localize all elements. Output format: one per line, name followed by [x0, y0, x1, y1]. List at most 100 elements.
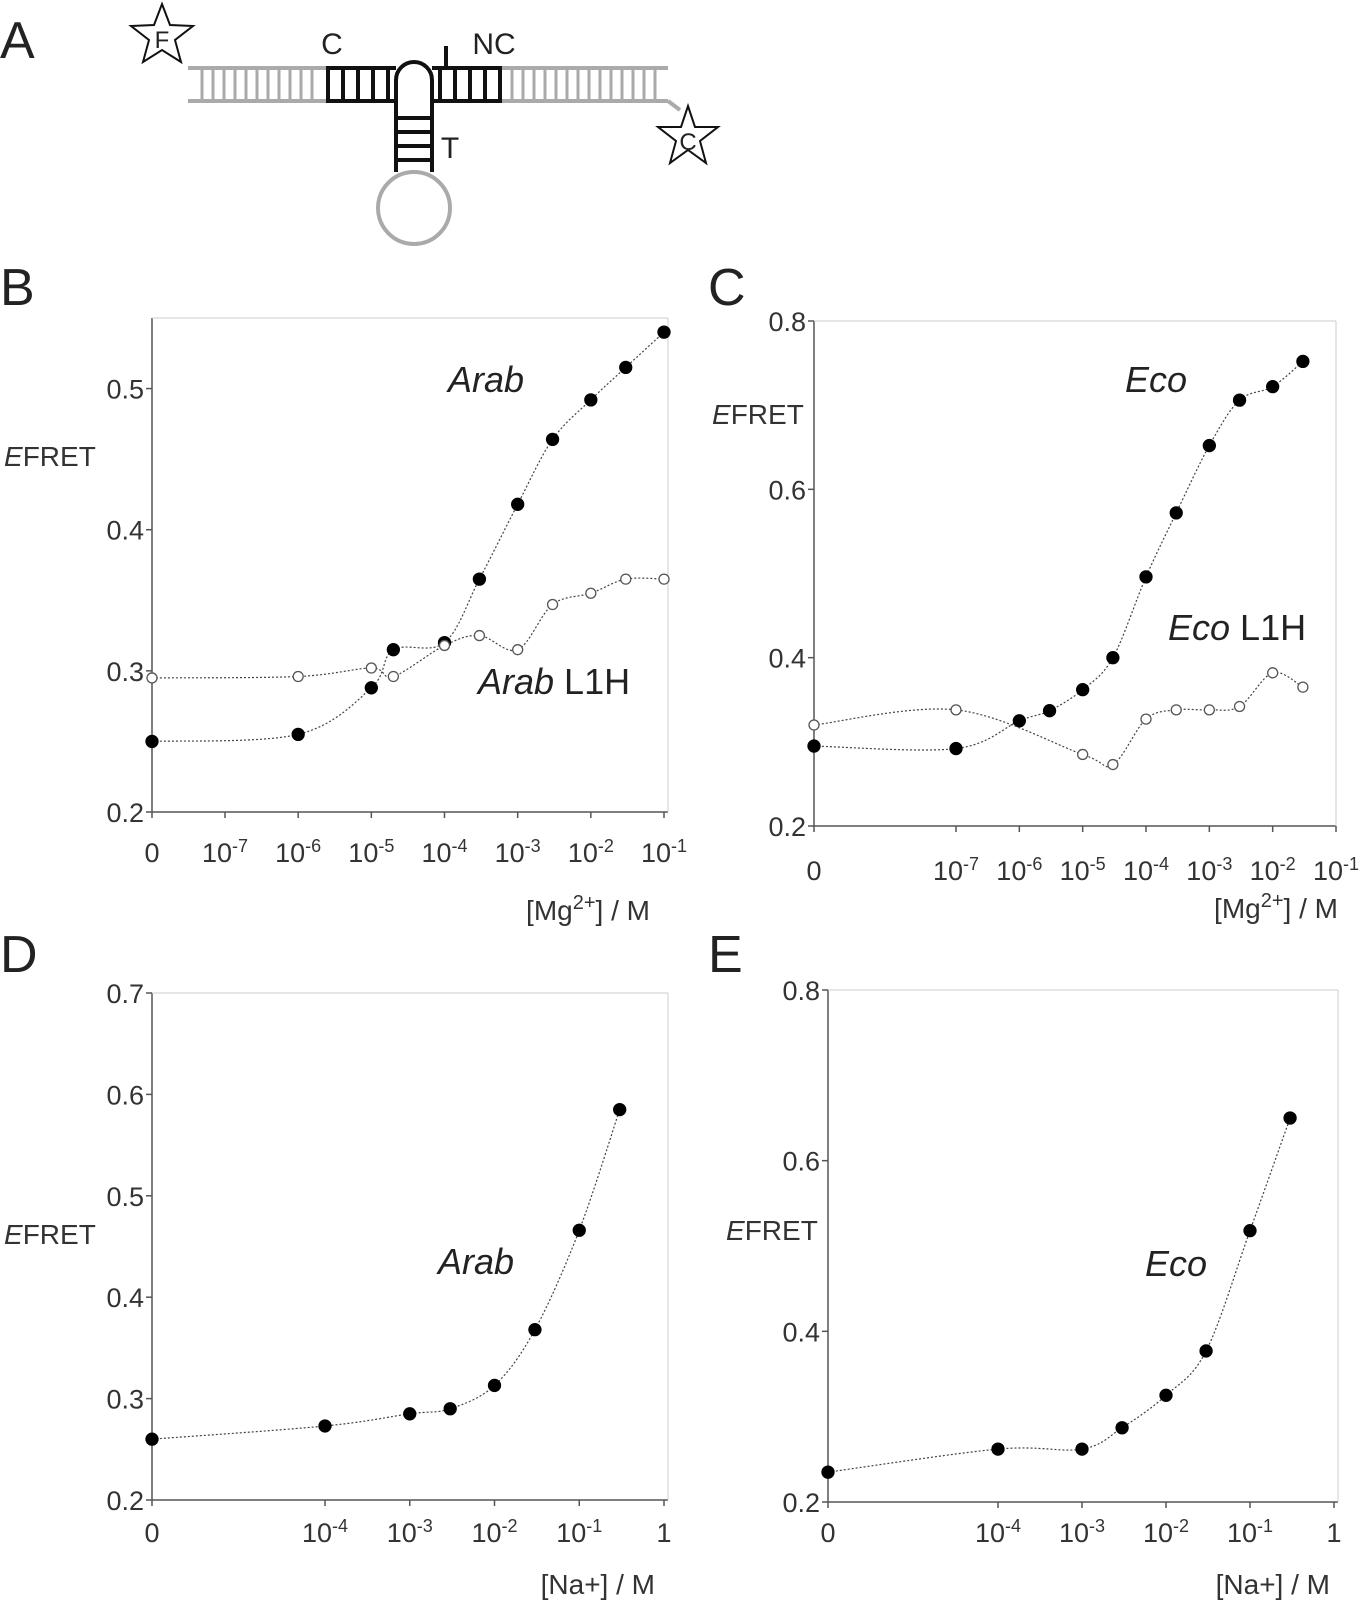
x-tick-label-c: 10-6: [996, 854, 1042, 886]
y-axis-title-d: EFRET: [4, 1219, 96, 1250]
data-point-c-filled: [807, 739, 821, 753]
data-point-c-filled: [949, 741, 963, 756]
x-tick-label-c: 0: [806, 856, 821, 886]
y-tick-label-d: 0.6: [106, 1080, 144, 1110]
panel-letter-d: D: [0, 926, 38, 984]
data-point-c-open: [1107, 758, 1119, 771]
x-tick-label-c: 10-7: [933, 854, 979, 886]
y-tick-label-e: 0.2: [782, 1488, 820, 1518]
x-tick-label-b: 10-6: [275, 836, 321, 868]
data-point-e-filled: [821, 1465, 835, 1479]
data-point-d-filled: [318, 1419, 332, 1433]
x-tick-label-e: 10-1: [1227, 1516, 1273, 1548]
x-tick-label-e: 10-2: [1143, 1516, 1189, 1548]
x-tick-label-e: 10-3: [1059, 1516, 1105, 1548]
panel-letter-b: B: [0, 259, 35, 317]
x-tick-label-b: 10-4: [421, 836, 467, 868]
data-point-b-open: [438, 639, 451, 652]
data-point-e-filled: [991, 1442, 1005, 1456]
chart-panel-d: 0.2 0.3 0.4 0.5 0.6 0.7 0 10-4 10-3 10-2 10-1 1 EFRE…: [4, 979, 672, 1600]
data-point-b-filled: [545, 432, 560, 447]
data-point-b-filled: [511, 497, 525, 511]
x-tick-label-d: 10-3: [387, 1516, 433, 1548]
left-grey-duplex: [188, 66, 326, 103]
right-grey-duplex: [502, 66, 682, 112]
data-point-d-filled: [403, 1407, 417, 1421]
data-point-b-open: [473, 629, 486, 642]
y-tick-label-c: 0.6: [768, 475, 806, 505]
data-point-b-open: [146, 672, 158, 684]
y-tick-label-c: 0.8: [768, 307, 806, 337]
data-point-e-filled: [1159, 1388, 1173, 1402]
x-tick-label-c: 10-5: [1060, 854, 1106, 886]
y-tick-label-c: 0.4: [768, 644, 806, 674]
data-point-b-open: [620, 573, 632, 585]
data-point-d-filled: [145, 1432, 159, 1446]
nc-helix: [432, 46, 502, 103]
series-label-b-1: Arab L1H: [476, 661, 630, 702]
data-point-e-filled: [1075, 1442, 1089, 1456]
data-point-b-filled: [619, 360, 633, 375]
x-axis-title-e: [Na+] / M: [1216, 1569, 1330, 1600]
series-label-d-0: Arab: [436, 1241, 514, 1282]
x-tick-label-b: 10-3: [495, 836, 541, 868]
y-tick-label-d: 0.2: [106, 1486, 144, 1516]
data-point-c-filled: [1296, 354, 1310, 369]
y-tick-label-b: 0.2: [106, 798, 144, 828]
data-point-c-filled: [1042, 704, 1057, 718]
data-point-c-filled: [1139, 570, 1153, 584]
data-point-e-filled: [1115, 1421, 1129, 1435]
data-point-b-open: [365, 662, 377, 674]
x-tick-label-c: 10-3: [1186, 854, 1232, 886]
c-helix-label: C: [321, 28, 343, 61]
chart-panel-b: 0.2 0.3 0.4 0.5 0 10-7 10-6 10-5 10-4 10-3 10-2 10-…: [4, 317, 687, 926]
c-helix: [326, 66, 396, 103]
panel-letter-c: C: [708, 259, 746, 317]
x-tick-label-e: 10-4: [975, 1516, 1021, 1548]
series-label-c-0: Eco: [1125, 359, 1187, 400]
data-point-c-open: [1297, 681, 1309, 693]
panel-a-schematic: A: [0, 1, 721, 246]
cyanine-star-icon: C: [655, 102, 721, 166]
c-star-label: C: [679, 129, 696, 156]
y-tick-label-b: 0.3: [106, 657, 144, 687]
data-point-c-filled: [1169, 506, 1183, 520]
x-tick-label-b: 10-5: [348, 836, 394, 868]
data-point-c-filled: [1106, 651, 1120, 665]
t-helix-label: T: [441, 132, 459, 165]
y-tick-label-d: 0.7: [106, 979, 144, 1009]
y-tick-label-d: 0.5: [106, 1182, 144, 1212]
y-tick-label-d: 0.3: [106, 1385, 144, 1415]
x-tick-label-b: 10-7: [202, 836, 248, 868]
data-point-c-filled: [1266, 379, 1280, 394]
y-tick-label-b: 0.5: [106, 375, 144, 405]
data-point-d-filled: [613, 1102, 627, 1117]
data-point-d-filled: [572, 1223, 586, 1237]
data-point-b-filled: [364, 681, 378, 695]
x-tick-label-d: 10-4: [302, 1516, 348, 1548]
y-tick-label-e: 0.8: [782, 976, 820, 1006]
x-tick-label-d: 1: [656, 1518, 671, 1548]
data-point-b-open: [387, 670, 400, 683]
fit-curve-b-1: [151, 577, 665, 679]
x-tick-label-c: 10-1: [1313, 854, 1359, 886]
data-point-d-filled: [528, 1322, 542, 1337]
chart-panel-e: 0.2 0.4 0.6 0.8 0 10-4 10-3 10-2 10-1 1 EFRET [Na+]…: [726, 976, 1342, 1600]
x-tick-label-d: 10-2: [471, 1516, 517, 1548]
x-tick-label-c: 10-4: [1123, 854, 1169, 886]
y-axis-title-e: EFRET: [726, 1215, 818, 1246]
data-point-b-filled: [386, 643, 401, 657]
fit-curve-e-0: [827, 1117, 1291, 1473]
t-helix: [394, 60, 434, 172]
data-point-b-open: [658, 573, 670, 585]
hairpin-loop: [376, 170, 452, 246]
x-tick-label-b: 10-1: [641, 836, 687, 868]
data-point-c-open: [950, 704, 962, 716]
data-point-b-open: [512, 644, 524, 656]
series-label-c-1: Eco L1H: [1168, 607, 1306, 648]
fluorescein-star-icon: F: [128, 1, 196, 65]
x-tick-label-b: 0: [144, 838, 159, 868]
nc-helix-label: NC: [472, 28, 515, 61]
panel-letter-e: E: [708, 926, 743, 984]
